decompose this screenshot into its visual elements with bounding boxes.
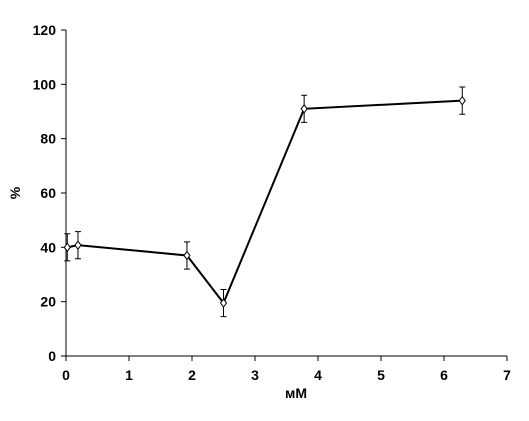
x-tick-label: 0 [62,367,70,383]
x-tick-label: 3 [251,367,259,383]
y-tick-label: 120 [33,22,57,38]
data-line [67,99,463,306]
x-tick-label: 6 [440,367,448,383]
x-tick-label: 5 [377,367,385,383]
x-axis-label: мМ [285,385,307,401]
marker [300,103,308,114]
y-tick-label: 80 [40,131,56,147]
y-tick-label: 100 [33,76,57,92]
y-tick-label: 60 [40,185,56,201]
x-tick-label: 1 [125,367,133,383]
x-tick-label: 2 [188,367,196,383]
y-tick-label: 20 [40,294,56,310]
x-tick-label: 7 [503,367,511,383]
marker [63,242,71,253]
marker [458,95,466,106]
y-axis-label: % [7,186,23,199]
y-tick-label: 0 [48,348,56,364]
marker [219,298,228,308]
y-tick-label: 40 [40,239,56,255]
marker [183,250,191,261]
x-tick-label: 4 [314,367,322,383]
marker [74,240,82,250]
